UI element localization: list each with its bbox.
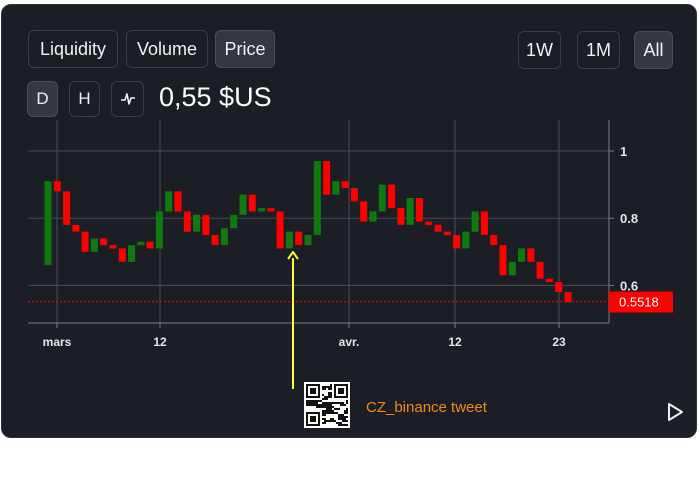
candle-up [220,228,228,246]
candle-down [564,292,572,303]
candle-up [378,184,386,212]
y-tick-label: 0.8 [620,211,638,226]
candle-down [100,238,108,246]
x-tick-label: 12 [153,335,167,349]
candle-up [369,211,377,222]
candle-up [471,211,479,232]
candle-up [313,161,321,235]
volume-button[interactable]: Volume [126,30,208,68]
candle-down [555,282,563,293]
x-tick-label: avr. [339,335,360,349]
current-price: 0,55 $US [159,82,272,112]
candle-down [276,211,284,249]
candle-down [397,208,405,225]
candle-down [248,194,256,212]
range-1m-button[interactable]: 1M [577,31,620,69]
candle-down [323,161,331,195]
candle-down [146,241,154,249]
candles-group [44,161,572,303]
annotation-text: CZ_binance tweet [366,399,487,416]
candle-up [137,241,145,246]
candle-up [508,261,516,276]
candle-down [118,248,126,262]
last-price-value: 0.5518 [619,295,659,310]
candle-up [44,181,52,266]
candle-down [434,224,442,232]
candle-down [211,235,219,246]
candle-up [128,245,136,262]
price-button[interactable]: Price [215,30,275,68]
x-tick-label: mars [43,335,72,349]
candle-down [536,261,544,279]
candle-up [230,214,238,229]
candle-down [174,191,182,212]
candle-up [285,231,293,249]
interval-d-button[interactable]: D [27,81,58,117]
candle-down [453,235,461,249]
candle-up [258,208,266,212]
candle-up [462,231,470,249]
candle-down [388,184,396,209]
candle-up [165,191,173,212]
annotation-arrow [287,251,299,389]
line-chart-toggle[interactable] [111,81,144,117]
last-price-badge [609,291,673,313]
candle-down [545,278,553,283]
candle-down [202,214,210,235]
candle-up [304,235,312,246]
last-price-tag: 0.5518 [28,291,673,313]
y-tick-label: 1 [620,144,627,159]
play-icon[interactable] [664,400,686,424]
chart-grid [28,120,609,323]
candle-up [193,214,201,232]
candle-down [499,245,507,276]
range-all-button[interactable]: All [634,31,673,69]
candle-down [350,188,358,202]
line-chart-icon [120,93,135,105]
candle-up [239,194,247,215]
chart-axes: 0.6 0.8 1 mars 12 avr. 12 23 [28,120,638,349]
qr-code-icon [304,382,350,428]
x-tick-label: 23 [552,335,566,349]
candle-down [295,231,303,245]
candle-up [406,198,414,225]
candle-down [527,248,535,262]
candle-down [443,231,451,235]
interval-h-button[interactable]: H [69,81,100,117]
candle-down [53,181,61,192]
candle-down [490,235,498,246]
candle-down [360,201,368,222]
candle-down [109,245,117,249]
candle-down [341,181,349,188]
candle-down [72,224,80,232]
candle-up [155,211,163,249]
candle-down [415,198,423,222]
candle-down [81,231,89,252]
candle-down [480,211,488,235]
candle-down [425,221,433,225]
candle-down [267,208,275,212]
candle-up [90,238,98,252]
candle-up [332,181,340,195]
liquidity-button[interactable]: Liquidity [28,30,118,68]
candle-down [63,191,71,225]
candle-down [183,211,191,232]
x-tick-label: 12 [448,335,462,349]
y-tick-label: 0.6 [620,278,638,293]
range-1w-button[interactable]: 1W [518,31,561,69]
candle-up [518,248,526,262]
